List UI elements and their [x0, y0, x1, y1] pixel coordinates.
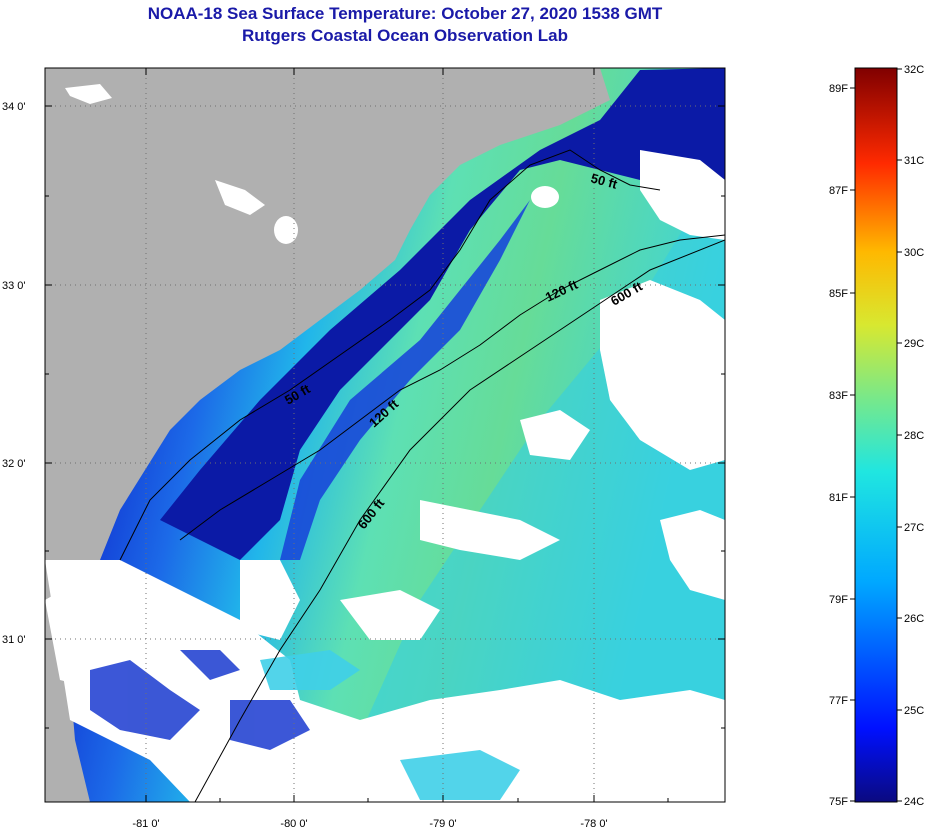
lat-label-32: 32 0'	[2, 458, 26, 470]
colorbar-c-25: 25C	[904, 705, 924, 717]
inner-shelf-water	[160, 68, 725, 560]
colorbar-f-85: 85F	[829, 288, 848, 300]
colorbar-f-89: 89F	[829, 83, 848, 95]
lat-label-33: 33 0'	[2, 280, 26, 292]
colorbar-f-83: 83F	[829, 390, 848, 402]
isobath-50ft	[119, 149, 661, 561]
colorbar-f-87: 87F	[829, 185, 848, 197]
map-title: NOAA-18 Sea Surface Temperature: October…	[147, 4, 663, 23]
cloud-cover	[45, 84, 725, 802]
mid-shelf-water	[280, 200, 530, 560]
colorbar-c-28: 28C	[904, 430, 924, 442]
colorbar-c-24: 24C	[904, 796, 924, 808]
isobath-600ft	[194, 239, 725, 802]
lon-label-81: -81 0'	[132, 818, 159, 830]
colorbar-f-81: 81F	[829, 492, 848, 504]
lon-label-79: -79 0'	[429, 818, 456, 830]
colorbar-c-31: 31C	[904, 155, 924, 167]
map-frame	[44, 67, 726, 803]
lon-label-80: -80 0'	[280, 818, 307, 830]
colorbar-c-26: 26C	[904, 613, 924, 625]
map-subtitle: Rutgers Coastal Ocean Observation Lab	[242, 26, 568, 45]
contour-label-50ft-north: 50 ft	[589, 170, 619, 192]
colorbar-f-77: 77F	[829, 695, 848, 707]
lat-label-31: 31 0'	[2, 634, 26, 646]
land	[45, 68, 610, 802]
colorbar-c-32: 32C	[904, 64, 924, 76]
colorbar-c-27: 27C	[904, 522, 924, 534]
isobath-120ft	[179, 234, 725, 541]
lat-label-34: 34 0'	[2, 101, 26, 113]
colorbar-f-75: 75F	[829, 796, 848, 808]
lon-label-78: -78 0'	[580, 818, 607, 830]
colorbar-c-30: 30C	[904, 247, 924, 259]
colorbar-c-29: 29C	[904, 338, 924, 350]
colorbar	[854, 67, 898, 803]
colorbar-f-79: 79F	[829, 594, 848, 606]
